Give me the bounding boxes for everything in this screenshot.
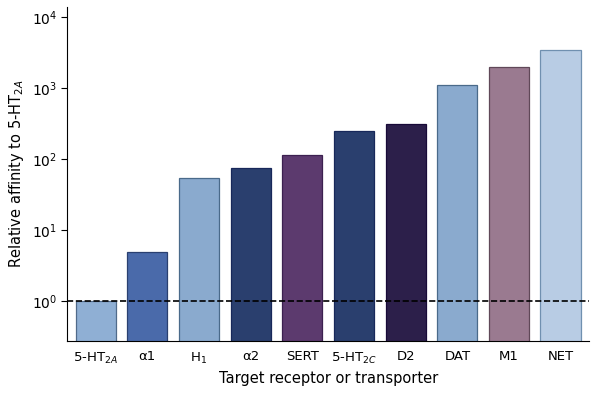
Bar — [231, 168, 271, 393]
Bar — [127, 252, 167, 393]
Bar — [437, 85, 477, 393]
Y-axis label: Relative affinity to 5-HT$_{2A}$: Relative affinity to 5-HT$_{2A}$ — [7, 79, 26, 268]
Bar — [179, 178, 219, 393]
Bar — [489, 67, 529, 393]
Bar — [334, 131, 374, 393]
Bar — [386, 125, 426, 393]
Bar — [282, 155, 322, 393]
X-axis label: Target receptor or transporter: Target receptor or transporter — [219, 371, 438, 386]
Bar — [76, 301, 116, 393]
Bar — [541, 50, 581, 393]
